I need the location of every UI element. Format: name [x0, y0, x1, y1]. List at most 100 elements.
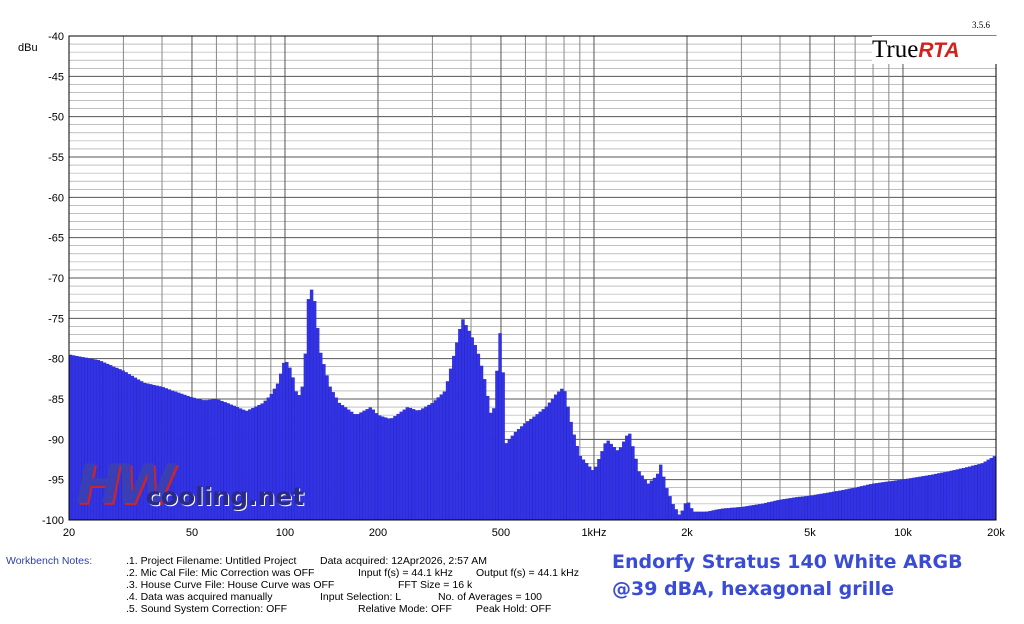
spectrum-bar — [560, 388, 564, 521]
spectrum-bar — [516, 429, 521, 521]
spectrum-bar — [306, 299, 311, 521]
x-tick-label: 100 — [276, 527, 294, 539]
spectrum-bar — [402, 409, 406, 521]
spectrum-bar — [816, 494, 820, 521]
spectrum-bar — [356, 414, 360, 521]
spectrum-bar — [788, 498, 793, 521]
spectrum-bar — [863, 485, 867, 521]
spectrum-bar — [368, 407, 372, 521]
spectrum-bar — [544, 406, 549, 521]
spectrum-bar — [968, 466, 972, 521]
spectrum-bar — [473, 344, 478, 521]
spectrum-bar — [659, 464, 663, 521]
brand-logo-part2: RTA — [918, 39, 960, 62]
spectrum-bar — [934, 473, 938, 521]
spectrum-bar — [396, 413, 400, 521]
spectrum-bar — [362, 410, 366, 521]
spectrum-bar — [520, 426, 524, 521]
spectrum-bar — [424, 406, 428, 521]
y-tick-label: -85 — [48, 394, 64, 406]
spectrum-bar — [699, 511, 703, 521]
spectrum-bar — [433, 400, 437, 521]
spectrum-bar — [587, 466, 592, 521]
chart-headline-line2: @39 dBA, hexagonal grille — [612, 578, 895, 600]
spectrum-bar — [393, 416, 397, 521]
spectrum-bar — [807, 495, 811, 521]
spectrum-bar — [841, 489, 845, 521]
spectrum-bar — [303, 353, 308, 521]
spectrum-bar — [742, 506, 746, 521]
watermark-word: cooling.net — [146, 482, 305, 511]
spectrum-bar — [903, 479, 907, 521]
workbench-notes-label: Workbench Notes: — [6, 555, 93, 567]
spectrum-bar — [371, 409, 376, 521]
spectrum-bar — [399, 411, 403, 521]
spectrum-bar — [773, 500, 777, 521]
spectrum-bar — [486, 395, 490, 521]
spectrum-bar — [748, 505, 753, 521]
spectrum-bar — [625, 435, 629, 521]
spectrum-bar — [513, 431, 518, 521]
spectrum-bar — [893, 480, 898, 521]
spectrum-bar — [810, 495, 814, 521]
spectrum-bar — [470, 337, 474, 521]
spectrum-bar — [924, 475, 929, 521]
y-tick-label: -100 — [42, 515, 64, 527]
y-tick-label: -45 — [48, 71, 64, 83]
spectrum-bar — [523, 423, 527, 521]
spectrum-bar — [640, 475, 644, 521]
note-left-3: .3. House Curve File: House Curve was OF… — [126, 579, 335, 591]
spectrum-bar — [779, 499, 783, 521]
spectrum-bar — [492, 408, 496, 521]
spectrum-bar — [554, 394, 558, 521]
spectrum-bar — [723, 508, 728, 521]
spectrum-bar — [430, 403, 434, 521]
spectrum-bar — [662, 476, 666, 521]
spectrum-bar — [730, 507, 734, 521]
spectrum-bar — [334, 397, 338, 521]
spectrum-bar — [628, 433, 632, 521]
spectrum-bar — [340, 405, 345, 521]
spectrum-bar — [584, 463, 589, 521]
spectrum-bar — [912, 477, 916, 521]
x-tick-label: 20 — [63, 527, 75, 539]
spectrum-bar — [507, 439, 511, 521]
spectrum-bar — [900, 479, 904, 521]
spectrum-bar — [591, 470, 595, 521]
spectrum-bar — [909, 478, 913, 521]
note-left-4: .4. Data was acquired manually — [126, 591, 273, 603]
spectrum-bar — [980, 463, 984, 521]
spectrum-bar — [795, 497, 799, 521]
y-tick-label: -90 — [48, 434, 64, 446]
y-tick-label: -75 — [48, 313, 64, 325]
spectrum-bar — [705, 511, 709, 521]
spectrum-bar — [436, 397, 440, 521]
spectrum-bar — [655, 473, 660, 521]
spectrum-bar — [538, 411, 542, 521]
spectrum-bar — [952, 470, 956, 521]
note-right-4: No. of Averages = 100 — [438, 591, 543, 603]
brand-logo-part1: True — [872, 36, 919, 63]
spectrum-bar — [921, 476, 926, 521]
note-right-2: Output f(s) = 44.1 kHz — [476, 567, 580, 579]
spectrum-bar — [414, 410, 419, 521]
spectrum-bar — [986, 459, 990, 521]
spectrum-bar — [881, 482, 885, 521]
spectrum-bar — [844, 489, 848, 521]
spectrum-bar — [869, 484, 873, 521]
spectrum-bar — [455, 342, 459, 521]
spectrum-bar — [405, 407, 410, 521]
version-label: 3.5.6 — [972, 20, 990, 30]
spectrum-bar — [569, 421, 573, 521]
spectrum-bar — [510, 435, 515, 521]
spectrum-bar — [751, 505, 756, 521]
spectrum-bar — [557, 391, 561, 521]
spectrum-bar — [764, 502, 768, 521]
spectrum-bar — [761, 503, 765, 521]
spectrum-bar — [479, 365, 484, 521]
spectrum-bar — [482, 379, 487, 521]
spectrum-bar — [872, 483, 876, 521]
spectrum-bar — [652, 477, 657, 521]
spectrum-bar — [958, 468, 963, 521]
